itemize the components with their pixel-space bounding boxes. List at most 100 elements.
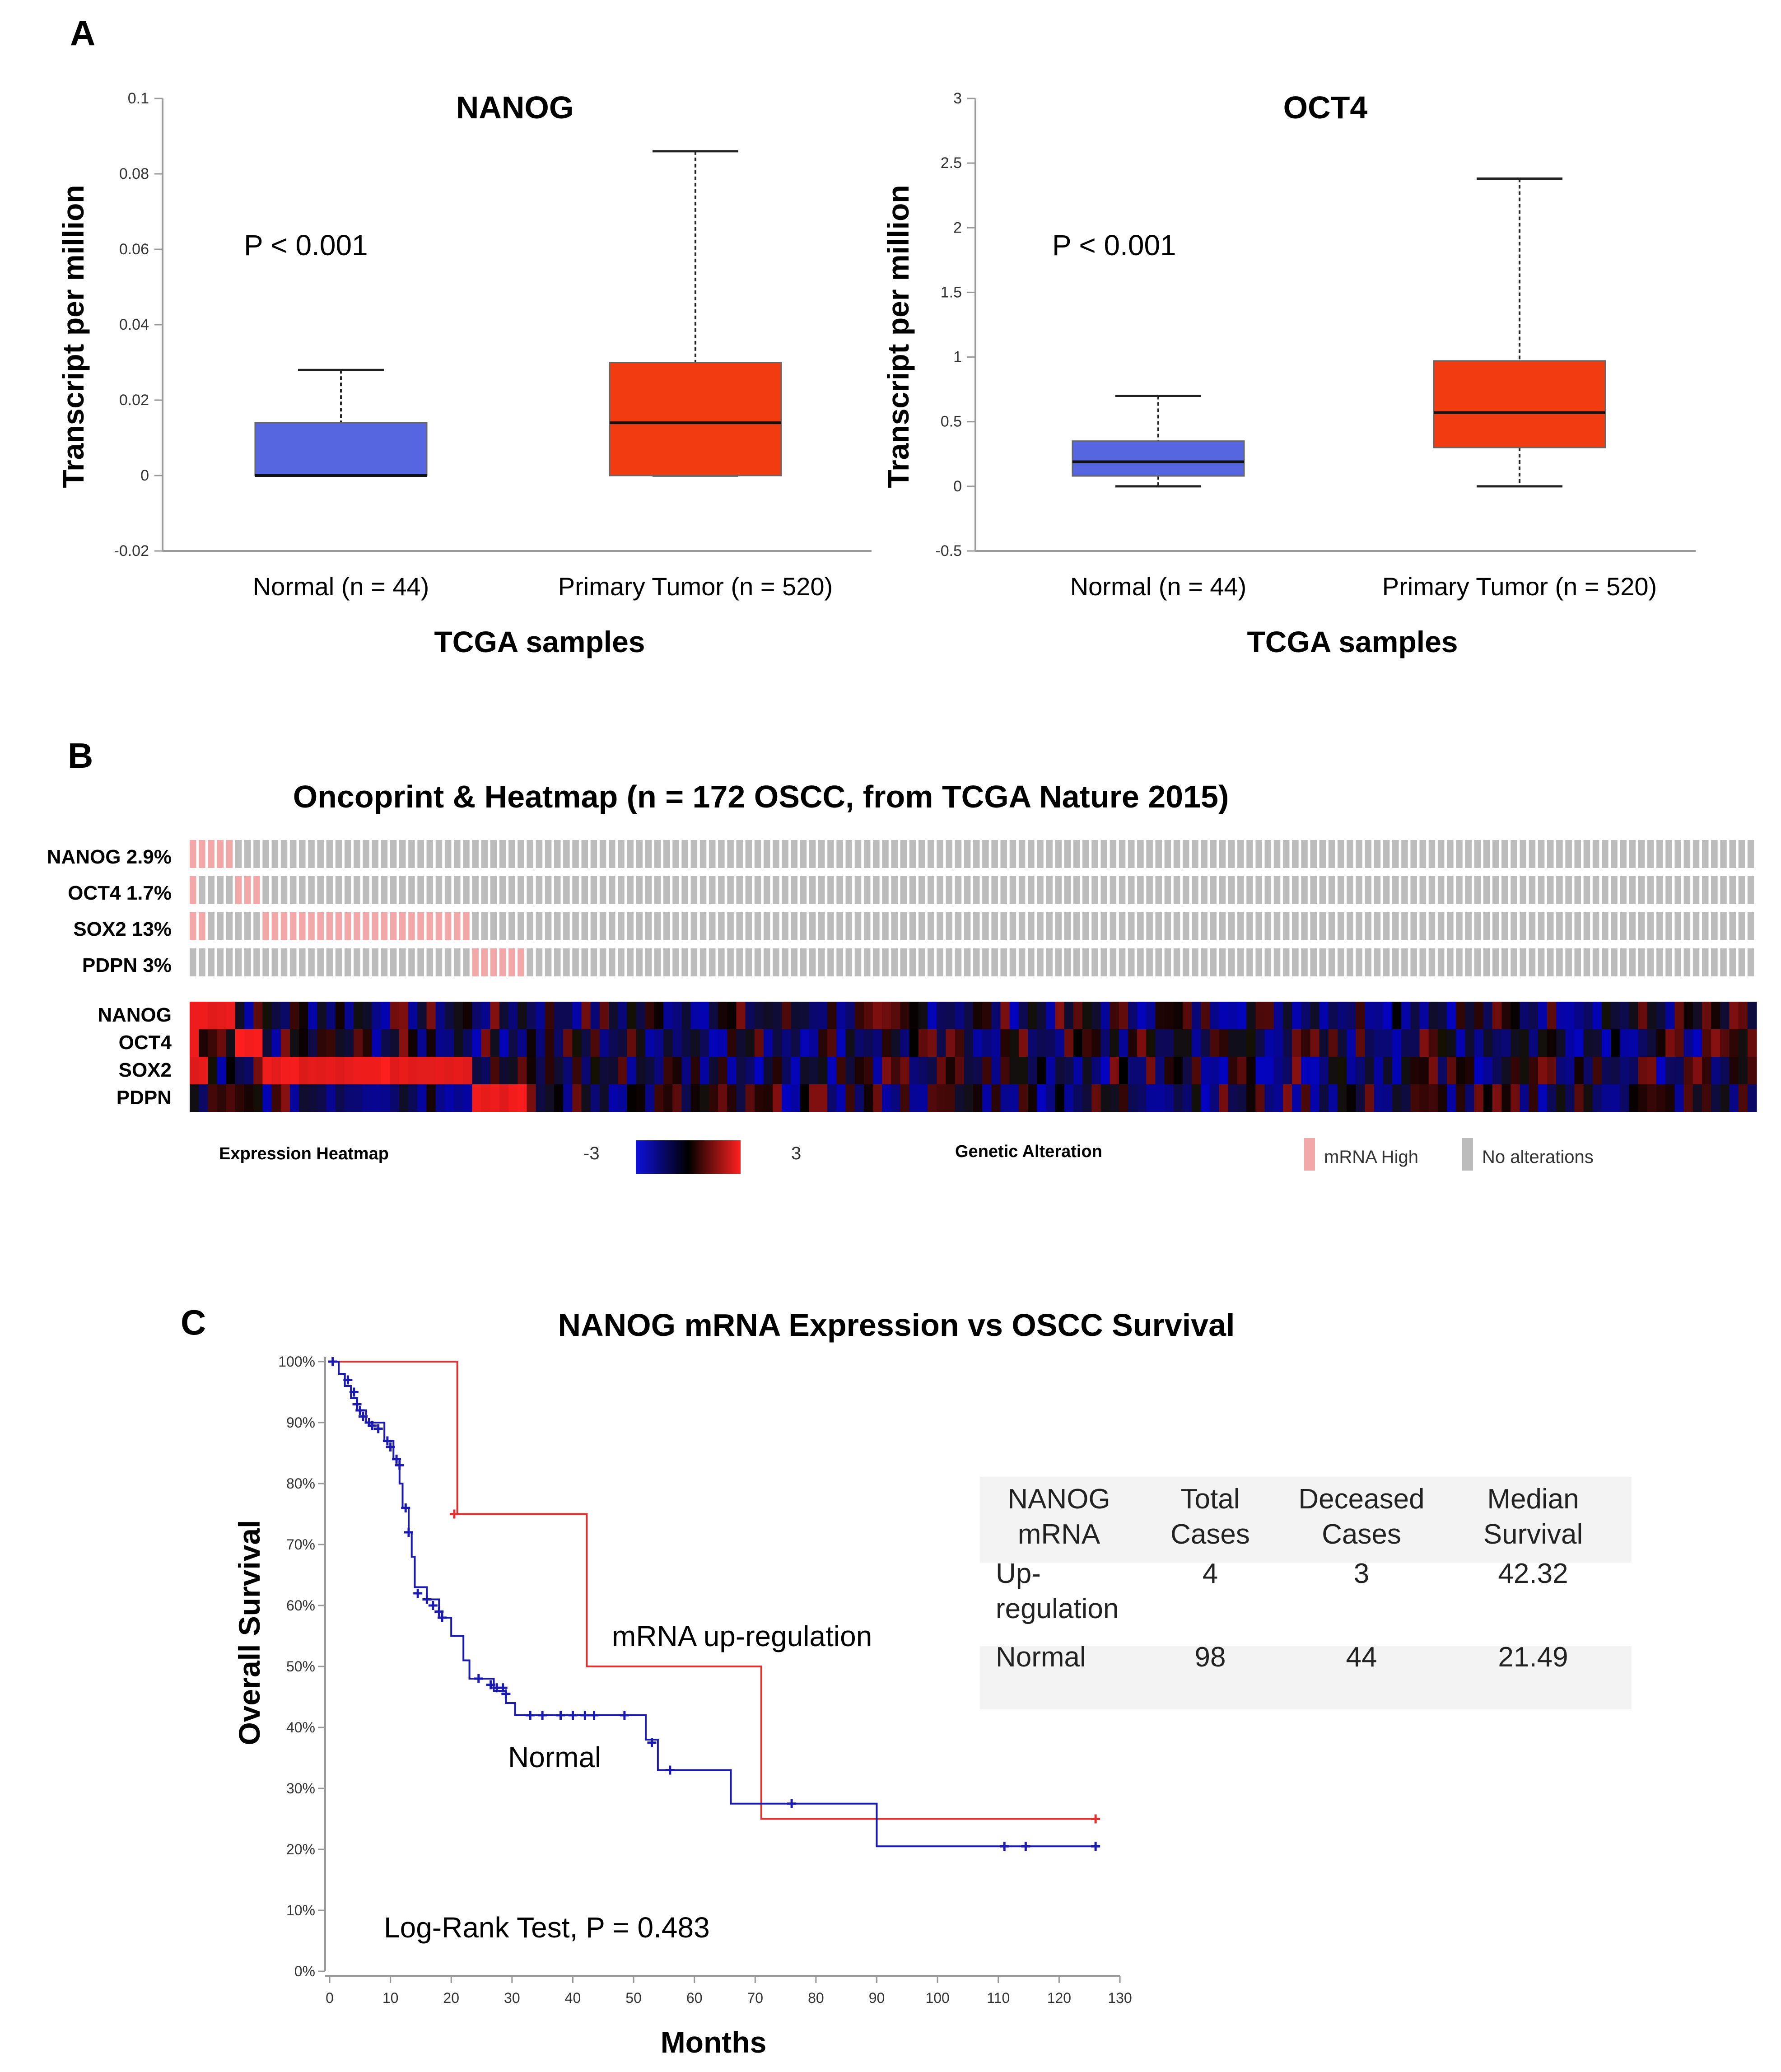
heatmap-cell [800, 1057, 810, 1084]
oncoprint-sample-cell [308, 876, 315, 904]
heatmap-cell [1073, 1057, 1083, 1084]
oncoprint-sample-cell [335, 912, 342, 940]
heatmap-cell [1064, 1002, 1074, 1029]
oncoprint-sample-cell [1119, 912, 1126, 940]
heatmap-cell [472, 1084, 482, 1112]
oncoprint-sample-cell [1711, 876, 1718, 904]
heatmap-cell [289, 1002, 299, 1029]
oncoprint-sample-cell [1273, 948, 1281, 976]
oncoprint-sample-cell [217, 876, 224, 904]
heatmap-cell [344, 1057, 354, 1084]
oncoprint-sample-cell [1447, 948, 1454, 976]
nanog-y-axis-label: Transcript per million [56, 185, 90, 488]
heatmap-cell [1465, 1084, 1475, 1112]
heatmap-cell [1073, 1029, 1083, 1057]
oncoprint-sample-cell [408, 948, 415, 976]
oncoprint-sample-cell [791, 876, 798, 904]
oncoprint-sample-cell [937, 948, 943, 976]
oncoprint-sample-cell [1255, 948, 1262, 976]
heatmap-cell [1747, 1029, 1757, 1057]
oncoprint-sample-cell [554, 912, 561, 940]
heatmap-cell [827, 1057, 837, 1084]
heatmap-cell [463, 1057, 473, 1084]
heatmap-cell [1465, 1029, 1475, 1057]
heatmap-cell [1547, 1029, 1557, 1057]
oncoprint-sample-cell [900, 912, 907, 940]
oncoprint-sample-cell [1702, 912, 1709, 940]
heatmap-cell [1547, 1084, 1557, 1112]
oncoprint-sample-cell [627, 876, 634, 904]
oncoprint-sample-cell [636, 876, 643, 904]
oncoprint-sample-cell [1264, 912, 1272, 940]
heatmap-cell [545, 1029, 555, 1057]
heatmap-cell [1137, 1057, 1147, 1084]
heatmap-cell [426, 1084, 436, 1112]
oncoprint-sample-cell [618, 840, 625, 868]
heatmap-cell [1620, 1029, 1630, 1057]
oncoprint-sample-cell [1683, 912, 1691, 940]
heatmap-cell [1201, 1057, 1211, 1084]
heatmap-cell [1520, 1084, 1529, 1112]
oncoprint-sample-cell [918, 948, 925, 976]
table-header-cell: NANOG [1007, 1484, 1110, 1515]
heatmap-cell [1738, 1057, 1748, 1084]
heatmap-cell [1647, 1029, 1657, 1057]
heatmap-cell [773, 1002, 782, 1029]
oncoprint-sample-cell [1347, 948, 1353, 976]
heatmap-cell [1711, 1084, 1720, 1112]
table-header-cell: Survival [1483, 1519, 1583, 1550]
oncoprint-sample-cell [1000, 840, 1007, 868]
heatmap-cell [918, 1002, 928, 1029]
heatmap-cell [1301, 1029, 1311, 1057]
oncoprint-sample-cell [827, 948, 834, 976]
oncoprint-sample-cell [928, 840, 934, 868]
oncoprint-sample-cell [1164, 948, 1171, 976]
heatmap-cell [718, 1029, 727, 1057]
oncoprint-sample-cell [1720, 912, 1727, 940]
heatmap-cell [1328, 1084, 1338, 1112]
oncoprint-sample-cell [854, 912, 862, 940]
oncoprint-sample-cell [654, 948, 661, 976]
heatmap-cell [909, 1084, 919, 1112]
heatmap-cell [1574, 1057, 1584, 1084]
oncoprint-sample-cell [1638, 840, 1645, 868]
legend-color-scale [636, 1140, 741, 1174]
oncoprint-sample-cell [454, 948, 461, 976]
heatmap-cell [1319, 1002, 1329, 1029]
heatmap-cell [882, 1057, 892, 1084]
oncoprint-sample-cell [199, 948, 205, 976]
oncoprint-sample-cell [1301, 912, 1308, 940]
oncoprint-sample-cell [836, 948, 843, 976]
oncoprint-sample-cell [299, 912, 306, 940]
oncoprint-sample-cell [609, 876, 615, 904]
oncoprint-sample-cell [654, 840, 661, 868]
heatmap-cell [1665, 1002, 1675, 1029]
oncoprint-sample-cell [1602, 912, 1608, 940]
oncoprint-sample-cell [709, 840, 716, 868]
oncoprint-sample-cell [1729, 840, 1736, 868]
oncoprint-sample-cell [344, 840, 351, 868]
oncoprint-sample-cell [1428, 876, 1436, 904]
heatmap-cell [946, 1057, 956, 1084]
y-tick-label: 0.08 [119, 165, 149, 182]
oncoprint-sample-cell [536, 840, 543, 868]
heatmap-cell [672, 1057, 682, 1084]
oncoprint-sample-cell [882, 876, 889, 904]
oncoprint-sample-cell [918, 840, 925, 868]
heatmap-cell [1465, 1002, 1475, 1029]
heatmap-cell [645, 1029, 655, 1057]
heatmap-cell [1183, 1029, 1192, 1057]
heatmap-cell [335, 1084, 345, 1112]
oncoprint-sample-cell [672, 948, 679, 976]
oncoprint-sample-cell [718, 876, 725, 904]
oncoprint-sample-cell [1428, 912, 1436, 940]
heatmap-cell [1146, 1029, 1156, 1057]
oncoprint-sample-cell [1592, 912, 1599, 940]
heatmap-cell [599, 1084, 609, 1112]
oncoprint-sample-cell [299, 876, 306, 904]
heatmap-cell [800, 1029, 810, 1057]
y-tick-label: 50% [286, 1658, 315, 1675]
heatmap-cell [1365, 1029, 1375, 1057]
oncoprint-sample-cell [1192, 912, 1198, 940]
heatmap-cell [1419, 1029, 1429, 1057]
